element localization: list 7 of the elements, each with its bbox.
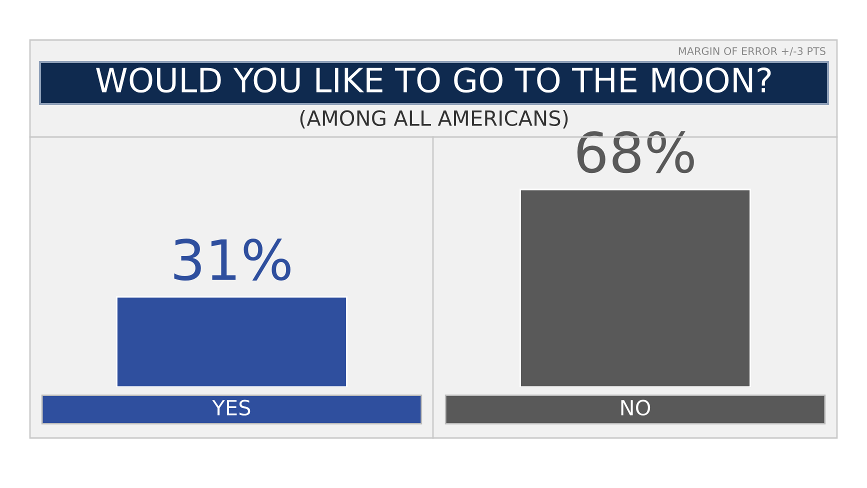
text: MARGIN OF ERROR +/-3 PTS [678, 47, 826, 56]
chart-subtitle: (AMONG ALL AMERICANS) [300, 110, 568, 128]
data-label: 31% [174, 238, 290, 281]
x-tick-label: YES [212, 400, 250, 416]
x-tick-label: NO [621, 400, 650, 416]
chart-title: WOULD YOU LIKE TO GO TO THE MOON? [96, 67, 771, 93]
data-label: 68% [577, 131, 694, 174]
